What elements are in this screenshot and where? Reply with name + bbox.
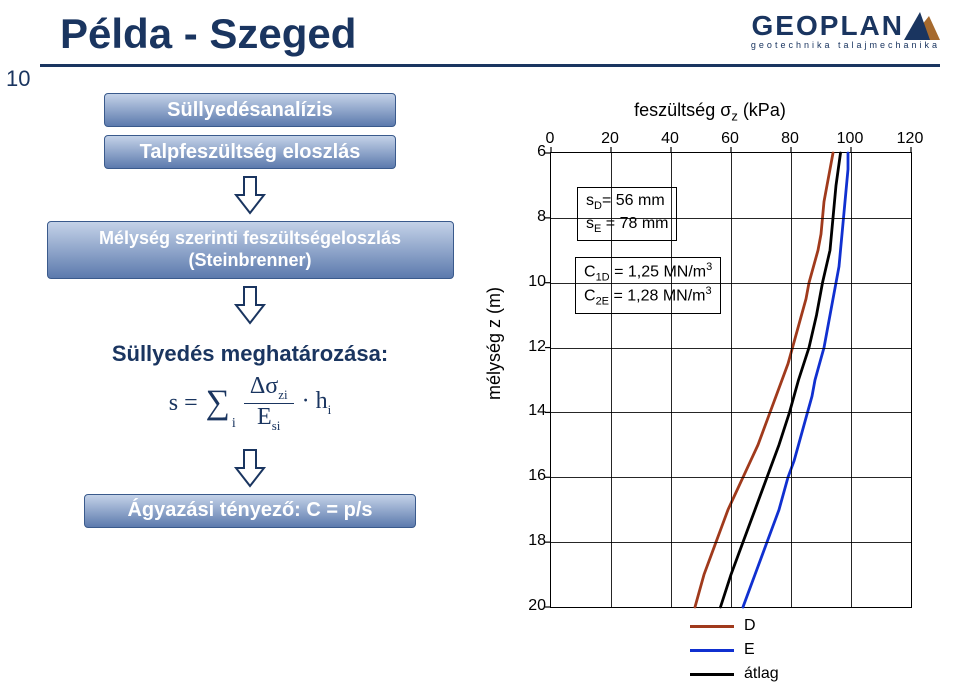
- flow-step-1: Talpfeszültség eloszlás: [104, 135, 396, 169]
- frac-num-sub: zi: [278, 387, 287, 402]
- chart-title: feszültség σz (kPa): [480, 100, 940, 124]
- legend-item: E: [690, 638, 779, 662]
- xtick-label: 100: [837, 130, 864, 148]
- legend-item: átlag: [690, 662, 779, 686]
- xtick-label: 120: [897, 130, 924, 148]
- ytick-label: 18: [524, 532, 546, 550]
- formula-hi: · h: [302, 388, 328, 414]
- flow-step-2: Mélység szerinti feszültségeloszlás (Ste…: [47, 221, 454, 279]
- sigma-icon: ∑: [206, 384, 230, 422]
- flow-step-2-line1: Mélység szerinti feszültségeloszlás: [99, 228, 401, 250]
- formula-sum-sub: i: [232, 416, 236, 432]
- ytick-label: 14: [524, 402, 546, 420]
- chart-ylabel: mélység z (m): [484, 287, 505, 400]
- frac-den: E: [257, 404, 272, 430]
- logo-mark-icon: [904, 10, 940, 40]
- arrow-icon: [45, 175, 455, 215]
- formula-hi-sub: i: [328, 402, 332, 417]
- logo-text: GEOPLAN: [752, 12, 904, 40]
- xtick-label: 60: [721, 130, 739, 148]
- legend: DEátlag: [690, 614, 779, 686]
- arrow-icon: [45, 448, 455, 488]
- flow-step-2-line2: (Steinbrenner): [188, 250, 311, 272]
- page-title: Példa - Szeged: [60, 10, 356, 58]
- ytick-label: 6: [524, 143, 546, 161]
- page-number: 10: [6, 66, 30, 92]
- plot-area: sD= 56 mmsE = 78 mm C1D = 1,25 MN/m3C2E …: [550, 152, 912, 608]
- xtick-label: 40: [661, 130, 679, 148]
- ytick-label: 8: [524, 208, 546, 226]
- formula-fraction: Δσzi Esi: [244, 373, 294, 434]
- annotation-box-2: C1D = 1,25 MN/m3C2E = 1,28 MN/m3: [575, 257, 721, 314]
- ytick-label: 12: [524, 338, 546, 356]
- header-rule: [40, 64, 940, 67]
- ytick-label: 10: [524, 273, 546, 291]
- logo: GEOPLAN geotechnika talajmechanika: [700, 0, 940, 60]
- formula-s: s: [169, 390, 178, 417]
- legend-item: D: [690, 614, 779, 638]
- frac-num: Δσ: [250, 373, 278, 399]
- flow-step-4: Ágyazási tényező: C = p/s: [84, 494, 416, 528]
- frac-den-sub: si: [272, 418, 281, 433]
- arrow-icon: [45, 285, 455, 325]
- logo-subtitle: geotechnika talajmechanika: [751, 40, 940, 50]
- formula-block: Süllyedés meghatározása: s = ∑ i Δσzi Es…: [45, 341, 455, 434]
- chart-title-suffix: (kPa): [738, 100, 786, 120]
- chart-title-prefix: feszültség σ: [634, 100, 731, 120]
- formula-eq: s = ∑ i Δσzi Esi · hi: [45, 373, 455, 434]
- chart: feszültség σz (kPa) mélység z (m) sD= 56…: [480, 100, 940, 660]
- flow-column: Süllyedésanalízis Talpfeszültség eloszlá…: [45, 85, 455, 536]
- formula-equals: =: [184, 390, 198, 417]
- formula-label: Süllyedés meghatározása:: [45, 341, 455, 367]
- xtick-label: 80: [781, 130, 799, 148]
- annotation-box-1: sD= 56 mmsE = 78 mm: [577, 187, 677, 241]
- flow-heading: Süllyedésanalízis: [104, 93, 396, 127]
- xtick-label: 0: [546, 130, 555, 148]
- ytick-label: 20: [524, 597, 546, 615]
- ytick-label: 16: [524, 467, 546, 485]
- xtick-label: 20: [601, 130, 619, 148]
